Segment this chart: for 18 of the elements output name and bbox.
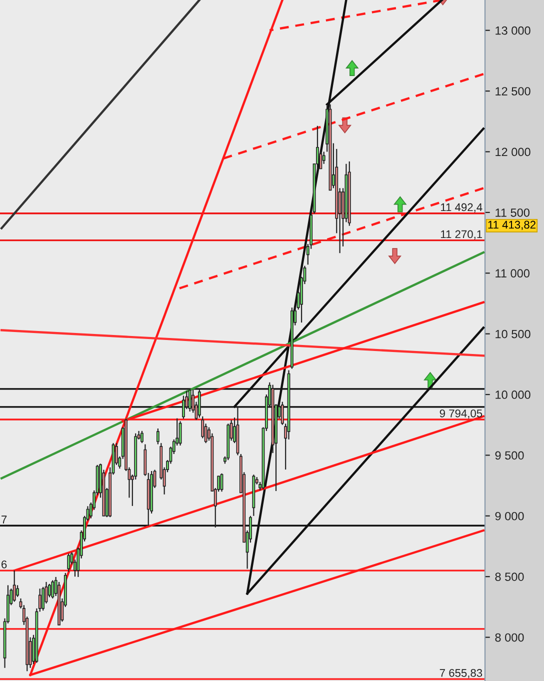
ref-line-label: 9 794,05 bbox=[440, 409, 482, 419]
y-tick-label: 12 000 bbox=[496, 148, 530, 156]
y-tick-label: 11 000 bbox=[496, 269, 530, 278]
y-tick-label: 11 500 bbox=[496, 208, 530, 217]
y-tick-label: 9 500 bbox=[495, 451, 524, 460]
y-tick-label: 9 000 bbox=[495, 512, 524, 520]
y-tick-label: 10 000 bbox=[496, 390, 530, 399]
y-tick-label: 8 000 bbox=[495, 633, 524, 642]
annotation: 7 bbox=[2, 516, 7, 524]
y-tick-label: 8 500 bbox=[495, 572, 524, 581]
annotation: 6 bbox=[2, 560, 7, 568]
ref-line-label: 11 492,4 bbox=[440, 203, 482, 212]
y-tick-label: 12 500 bbox=[496, 87, 530, 96]
ref-line-label: 11 270,1 bbox=[440, 230, 482, 240]
y-tick-label: 13 000 bbox=[496, 26, 530, 35]
ref-line-label: 7 655,83 bbox=[440, 669, 482, 678]
text: 11 413,82 bbox=[488, 220, 536, 230]
y-tick-label: 10 500 bbox=[496, 330, 530, 338]
